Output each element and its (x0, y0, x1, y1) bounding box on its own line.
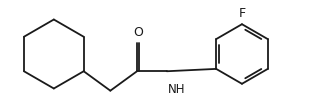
Text: NH: NH (168, 83, 186, 96)
Text: O: O (133, 26, 143, 39)
Text: F: F (238, 7, 246, 20)
